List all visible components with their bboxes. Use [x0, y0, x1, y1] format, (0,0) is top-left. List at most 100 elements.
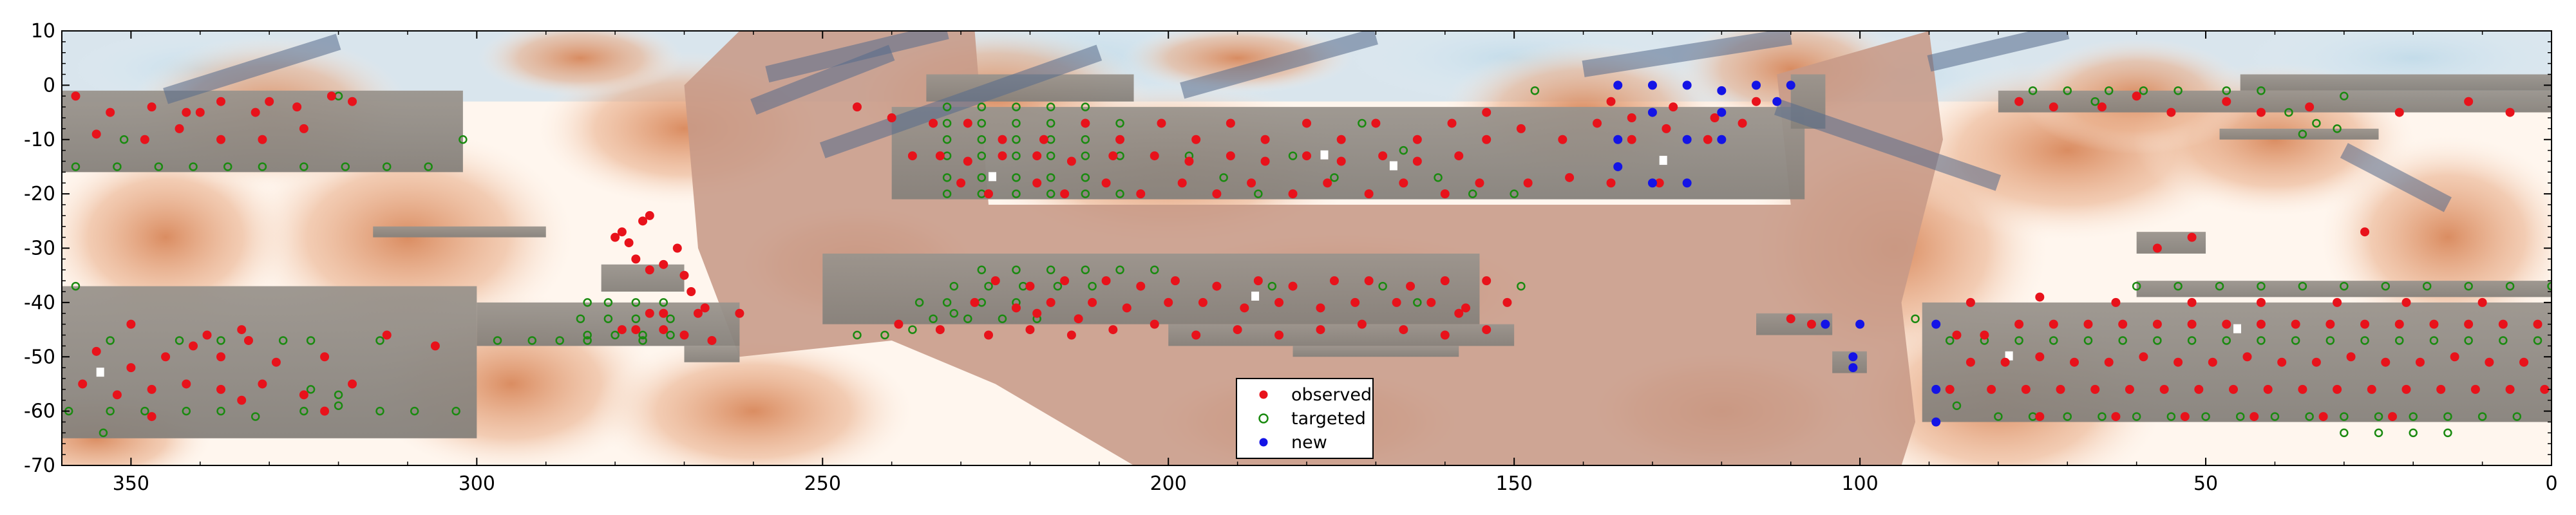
- data-point-observed: [1247, 178, 1256, 188]
- data-point-observed: [2429, 319, 2439, 329]
- data-point-observed: [631, 325, 641, 335]
- data-point-observed: [2242, 352, 2252, 362]
- data-point-observed: [216, 384, 225, 394]
- data-point-observed: [2533, 319, 2543, 329]
- data-point-observed: [2263, 384, 2273, 394]
- data-point-targeted: [914, 298, 924, 307]
- data-point-observed: [1980, 330, 1989, 340]
- data-point-targeted: [1046, 118, 1056, 128]
- data-point-observed: [2450, 352, 2459, 362]
- x-axis: 350 300 250 200 150 100 50 0: [61, 31, 2558, 495]
- data-point-observed: [2180, 412, 2190, 422]
- data-point-new: [1772, 97, 1782, 106]
- data-point-observed: [1738, 118, 1747, 128]
- data-point-targeted: [1115, 265, 1124, 274]
- data-point-observed: [963, 118, 972, 128]
- data-point-new: [1931, 384, 1941, 394]
- data-point-observed: [1066, 156, 1076, 166]
- data-point-new: [1682, 80, 1692, 90]
- data-point-observed: [1426, 297, 1436, 307]
- data-point-targeted: [216, 406, 225, 416]
- survey-gap-4: [1659, 156, 1667, 165]
- data-point-targeted: [2063, 86, 2072, 95]
- data-point-observed: [1302, 118, 1311, 128]
- data-point-observed: [1412, 156, 1422, 166]
- data-point-observed: [195, 108, 205, 117]
- data-point-observed: [2174, 357, 2183, 367]
- data-point-observed: [1606, 178, 1616, 188]
- data-point-observed: [2305, 102, 2315, 112]
- data-point-targeted: [216, 336, 225, 345]
- data-point-observed: [258, 379, 267, 389]
- data-point-observed: [1316, 325, 1325, 335]
- data-point-observed: [1371, 118, 1381, 128]
- data-point-observed: [1184, 156, 1194, 166]
- data-point-new: [1613, 135, 1623, 144]
- data-point-observed: [1032, 151, 1042, 161]
- data-point-observed: [2111, 297, 2121, 307]
- data-point-observed: [2118, 319, 2128, 329]
- survey-tile-5: [684, 346, 740, 362]
- data-point-targeted: [603, 314, 613, 323]
- data-point-targeted: [1952, 401, 1962, 410]
- data-point-targeted: [2340, 412, 2349, 421]
- data-point-targeted: [299, 162, 308, 171]
- legend-label-targeted: targeted: [1291, 409, 1366, 429]
- scan-streak-7: [2340, 143, 2452, 212]
- data-point-observed: [2222, 97, 2231, 106]
- data-point-observed: [2152, 243, 2162, 253]
- data-point-targeted: [1046, 265, 1056, 274]
- data-point-observed: [382, 330, 392, 340]
- data-point-observed: [2540, 384, 2550, 394]
- data-point-targeted: [2284, 108, 2293, 117]
- data-point-observed: [1157, 118, 1166, 128]
- data-point-observed: [929, 118, 938, 128]
- data-point-observed: [659, 325, 668, 335]
- data-point-observed: [1233, 325, 1242, 335]
- x-tick-label: 250: [804, 473, 841, 495]
- data-point-targeted: [2443, 428, 2452, 438]
- data-point-targeted: [2222, 86, 2231, 95]
- data-point-targeted: [1012, 265, 1021, 274]
- data-point-observed: [106, 108, 115, 117]
- data-point-targeted: [334, 390, 343, 400]
- data-point-targeted: [1012, 135, 1021, 144]
- data-point-targeted: [99, 428, 108, 438]
- legend-marker-new: [1259, 438, 1268, 447]
- survey-gap-3: [1389, 161, 1397, 171]
- data-point-targeted: [963, 314, 972, 323]
- data-point-targeted: [977, 173, 987, 182]
- data-point-targeted: [1530, 86, 1540, 95]
- data-point-observed: [1482, 108, 1492, 117]
- data-point-observed: [984, 330, 994, 340]
- data-point-observed: [1336, 135, 1346, 144]
- data-point-observed: [693, 308, 703, 318]
- data-point-new: [1717, 135, 1727, 144]
- data-point-targeted: [258, 162, 267, 171]
- data-point-targeted: [666, 330, 675, 340]
- data-point-observed: [1399, 325, 1408, 335]
- data-point-targeted: [638, 330, 647, 340]
- series-observed: [71, 91, 2550, 422]
- data-point-observed: [1253, 276, 1263, 286]
- data-point-observed: [935, 151, 945, 161]
- data-point-observed: [1260, 156, 1270, 166]
- data-point-observed: [147, 102, 156, 112]
- data-point-observed: [1240, 303, 1249, 313]
- data-point-targeted: [1413, 298, 1422, 307]
- data-point-targeted: [106, 406, 115, 416]
- data-point-observed: [1502, 297, 1512, 307]
- data-point-new: [1682, 135, 1692, 144]
- data-point-observed: [1212, 281, 1222, 291]
- data-point-targeted: [1053, 281, 1063, 291]
- data-point-observed: [126, 363, 136, 373]
- data-point-observed: [2519, 357, 2529, 367]
- data-point-targeted: [942, 173, 952, 182]
- data-point-targeted: [2333, 124, 2342, 133]
- data-point-observed: [963, 156, 972, 166]
- data-point-observed: [2097, 102, 2107, 112]
- data-point-observed: [216, 135, 225, 144]
- data-point-targeted: [583, 298, 592, 307]
- data-point-observed: [687, 287, 696, 296]
- data-point-targeted: [2118, 336, 2127, 345]
